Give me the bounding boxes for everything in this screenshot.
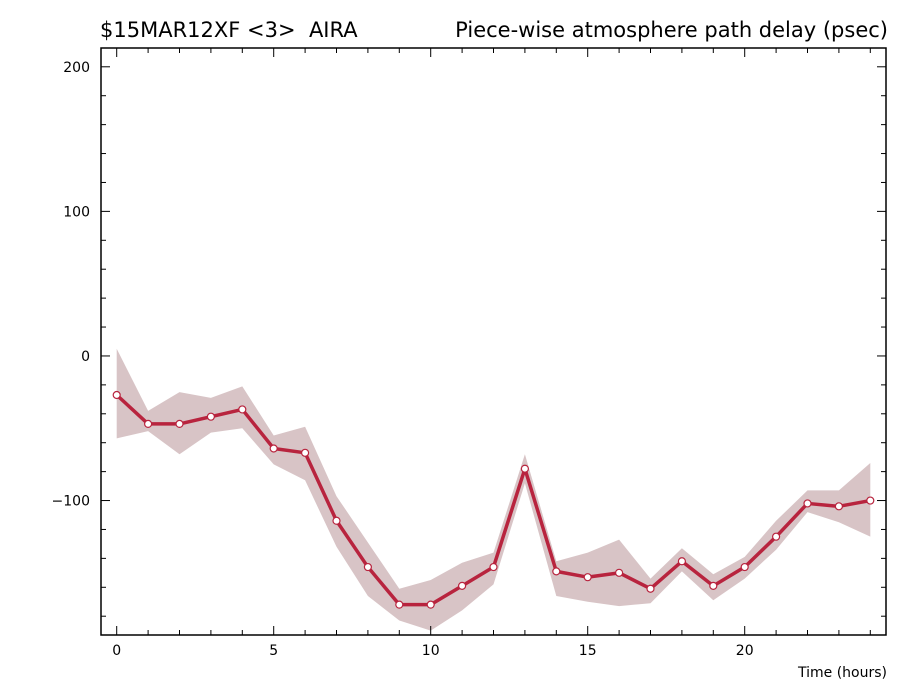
data-point [332, 516, 341, 525]
x-tick-label: 5 [269, 643, 278, 659]
data-point [771, 532, 781, 541]
data-point [175, 419, 184, 429]
data-point [677, 557, 687, 566]
y-tick-label: −100 [52, 494, 90, 510]
data-point [426, 600, 435, 609]
data-point [866, 496, 875, 505]
antenna-name: AIRA [308, 18, 358, 42]
x-tick-label: 15 [579, 643, 597, 659]
data-point [458, 581, 467, 590]
data-point [269, 444, 278, 453]
x-tick-label: 20 [736, 643, 754, 659]
y-tick-label: 200 [63, 60, 90, 76]
uncertainty-band [116, 348, 871, 631]
data-point [238, 405, 247, 414]
y-tick-label: 0 [81, 349, 90, 365]
data-point [583, 573, 592, 582]
data-point [301, 448, 310, 457]
x-tick-label: 0 [112, 643, 121, 659]
data-point [709, 581, 718, 590]
data-point [395, 600, 404, 609]
chart-title: Piece-wise atmosphere path delay (psec) [455, 18, 888, 42]
data-point [112, 390, 121, 400]
data-point [834, 502, 844, 511]
data-point [646, 584, 655, 593]
data-point [803, 499, 812, 508]
data-point [489, 562, 498, 572]
data-point [363, 562, 372, 572]
data-point [614, 568, 624, 577]
data-point [552, 567, 561, 576]
data-point [144, 419, 153, 429]
x-tick-label: 10 [422, 643, 440, 659]
x-axis-label: Time (hours) [798, 665, 887, 681]
experiment-name: $15MAR12XF <3> [100, 18, 296, 42]
data-point [740, 562, 749, 572]
experiment-label: $15MAR12XF <3> AIRA [100, 18, 358, 42]
y-tick-label: 100 [63, 204, 90, 220]
data-point [206, 412, 215, 421]
data-point [520, 464, 530, 473]
